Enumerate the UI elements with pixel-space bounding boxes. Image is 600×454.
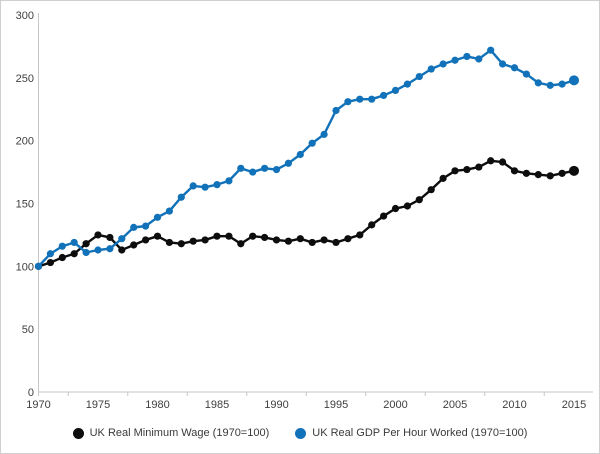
- svg-text:1975: 1975: [86, 399, 110, 411]
- series-0: [34, 157, 579, 270]
- series-1: [34, 46, 579, 270]
- svg-text:2000: 2000: [383, 399, 407, 411]
- svg-text:0: 0: [28, 387, 34, 399]
- svg-text:300: 300: [16, 10, 34, 22]
- svg-text:1970: 1970: [26, 399, 50, 411]
- svg-text:1990: 1990: [264, 399, 288, 411]
- legend-label-gdp: UK Real GDP Per Hour Worked (1970=100): [312, 427, 528, 439]
- svg-text:2005: 2005: [443, 399, 467, 411]
- svg-text:50: 50: [22, 324, 34, 336]
- axes: [38, 13, 593, 396]
- svg-text:200: 200: [16, 136, 34, 148]
- svg-text:2015: 2015: [562, 399, 586, 411]
- chart-legend: UK Real Minimum Wage (1970=100) UK Real …: [1, 427, 599, 439]
- gdp-marker-icon: [295, 427, 307, 439]
- min-wage-marker-icon: [72, 427, 84, 439]
- legend-item-min-wage: UK Real Minimum Wage (1970=100): [72, 427, 270, 439]
- svg-text:1995: 1995: [324, 399, 348, 411]
- svg-text:150: 150: [16, 199, 34, 211]
- svg-text:1980: 1980: [145, 399, 169, 411]
- svg-text:100: 100: [16, 261, 34, 273]
- svg-text:250: 250: [16, 73, 34, 85]
- svg-text:2010: 2010: [502, 399, 526, 411]
- legend-label-min-wage: UK Real Minimum Wage (1970=100): [89, 427, 270, 439]
- y-axis-labels: 0 50 100 150 200 250 300: [16, 10, 34, 399]
- legend-item-gdp: UK Real GDP Per Hour Worked (1970=100): [295, 427, 527, 439]
- x-axis-labels: 1970 1975 1980 1985 1990 1995 2000 2005 2010 2015: [26, 399, 586, 411]
- svg-text:1985: 1985: [205, 399, 229, 411]
